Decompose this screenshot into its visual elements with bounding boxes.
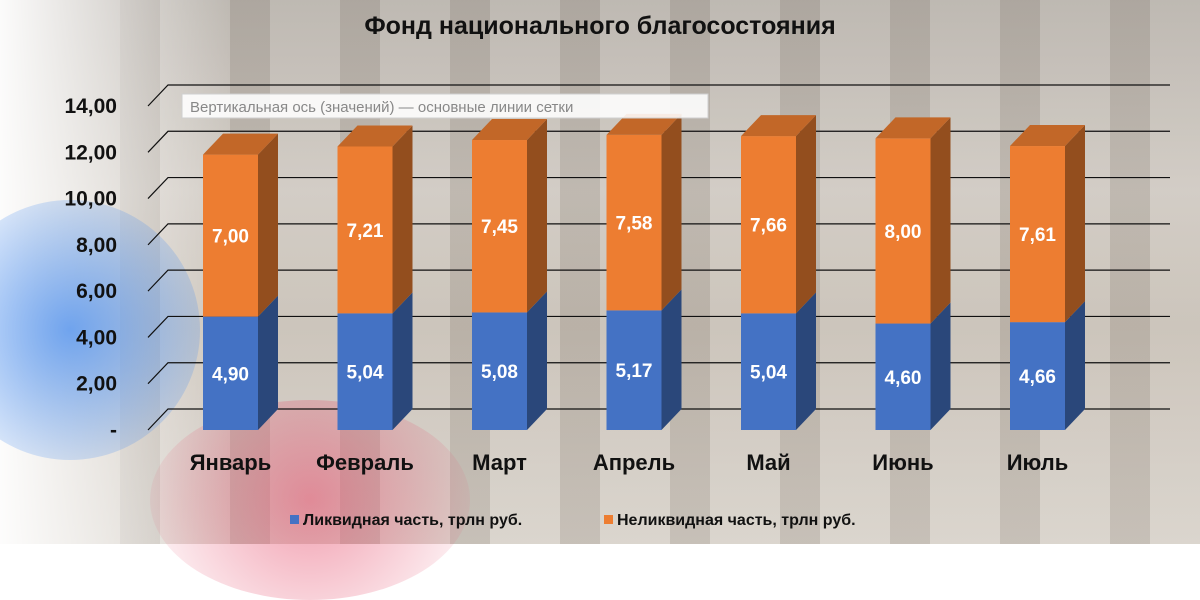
y-tick-label: 2,00 bbox=[76, 373, 117, 396]
chart-title: Фонд национального благосостояния bbox=[364, 12, 835, 40]
gridline bbox=[147, 269, 1170, 292]
bar-segment bbox=[1010, 322, 1065, 430]
bar-side bbox=[661, 289, 682, 430]
data-label: 7,21 bbox=[347, 221, 384, 242]
bar-side bbox=[1065, 125, 1085, 323]
data-label: 5,17 bbox=[616, 361, 653, 382]
bar-segment bbox=[203, 316, 258, 430]
grid-lines bbox=[147, 84, 1170, 431]
bar-top bbox=[741, 115, 816, 137]
bar-segment bbox=[203, 154, 258, 317]
x-tick-label: Апрель bbox=[593, 450, 675, 475]
y-tick-label: 4,00 bbox=[76, 326, 117, 349]
bar-segment bbox=[337, 146, 393, 314]
x-axis: Январь Февраль Март Апрель Май Июнь Июль bbox=[190, 450, 1069, 475]
gridline bbox=[147, 84, 1170, 107]
bars: 4,90 7,00 5,04 7,21 5,08 7,45 5,17 7,58 5,04 7,66… bbox=[203, 113, 1085, 430]
x-tick-label: Февраль bbox=[316, 450, 414, 475]
bar-side bbox=[258, 133, 278, 317]
bar-top bbox=[606, 113, 682, 135]
bar-side bbox=[258, 295, 278, 430]
bar-side bbox=[1065, 301, 1085, 430]
y-tick-label: 10,00 bbox=[64, 188, 117, 211]
bar-side bbox=[527, 119, 547, 313]
data-label: 5,04 bbox=[750, 363, 787, 384]
bar-side bbox=[392, 125, 413, 314]
bar-top bbox=[1010, 125, 1085, 147]
axis-tooltip: Вертикальная ось (значений) — основные л… bbox=[181, 93, 709, 119]
y-tick-label: 8,00 bbox=[76, 234, 117, 257]
bar-side bbox=[661, 113, 682, 311]
bar-segment bbox=[472, 140, 527, 313]
bar-segment bbox=[741, 136, 796, 314]
legend-swatch bbox=[604, 515, 613, 524]
bar-side bbox=[930, 302, 951, 430]
gridline bbox=[147, 362, 1170, 385]
data-label: 4,90 bbox=[212, 364, 249, 385]
bar-top bbox=[875, 117, 951, 139]
bar-side bbox=[527, 291, 547, 430]
data-label: 5,08 bbox=[481, 362, 518, 383]
data-label: 4,60 bbox=[885, 368, 922, 389]
data-label: 4,66 bbox=[1019, 367, 1056, 388]
flag-blue-band bbox=[0, 200, 200, 460]
data-label: 7,61 bbox=[1019, 225, 1056, 246]
bar-top bbox=[472, 119, 547, 141]
y-tick-label: - bbox=[110, 419, 117, 442]
bar-segment bbox=[1010, 146, 1065, 323]
data-label: 7,66 bbox=[750, 216, 787, 237]
bar-side bbox=[796, 115, 816, 314]
y-tick-label: 14,00 bbox=[64, 95, 117, 118]
gridline bbox=[147, 408, 1170, 431]
legend: Ликвидная часть, трлн руб. Неликвидная ча… bbox=[290, 512, 856, 529]
y-axis: - 2,00 4,00 6,00 8,00 10,00 12,00 14,00 bbox=[64, 95, 117, 442]
axis-tooltip-text: Вертикальная ось (значений) — основные л… bbox=[190, 99, 573, 116]
legend-label: Неликвидная часть, трлн руб. bbox=[617, 512, 856, 529]
data-label: 8,00 bbox=[885, 222, 922, 243]
bar-segment bbox=[875, 323, 931, 430]
bar-segment bbox=[606, 310, 662, 430]
legend-swatch bbox=[290, 515, 299, 524]
bar-segment bbox=[741, 313, 796, 430]
x-tick-label: Январь bbox=[190, 450, 272, 475]
legend-label: Ликвидная часть, трлн руб. bbox=[303, 512, 522, 529]
bar-top bbox=[337, 125, 413, 147]
bar-side bbox=[392, 292, 413, 430]
x-tick-label: Май bbox=[746, 450, 790, 475]
bar-segment bbox=[606, 134, 662, 311]
gridline bbox=[147, 223, 1170, 246]
gridline bbox=[147, 176, 1170, 199]
bar-segment bbox=[875, 138, 931, 324]
bar-side bbox=[796, 292, 816, 430]
bar-top bbox=[203, 133, 278, 155]
y-tick-label: 12,00 bbox=[64, 141, 117, 164]
x-tick-label: Июль bbox=[1007, 450, 1069, 475]
gridline bbox=[147, 130, 1170, 153]
x-tick-label: Март bbox=[472, 450, 527, 475]
data-label: 7,58 bbox=[616, 214, 653, 235]
gridline bbox=[147, 315, 1170, 338]
data-label: 5,04 bbox=[347, 363, 384, 384]
data-label: 7,00 bbox=[212, 227, 249, 248]
bar-segment bbox=[337, 313, 393, 430]
data-label: 7,45 bbox=[481, 217, 518, 238]
bar-side bbox=[930, 117, 951, 324]
x-tick-label: Июнь bbox=[872, 450, 933, 475]
y-tick-label: 6,00 bbox=[76, 280, 117, 303]
bar-segment bbox=[472, 312, 527, 430]
chart: Фонд национального благосостояния - 2,00 4… bbox=[64, 12, 1170, 529]
